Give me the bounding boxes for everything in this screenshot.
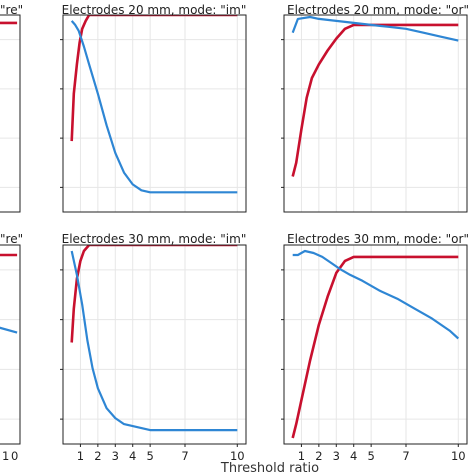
blue-series-line [70, 20, 238, 194]
x-tick-label: 10 [230, 449, 245, 463]
x-tick-label: 3 [333, 449, 340, 463]
panel-or-20mm: Electrodes 20 mm, mode: "or" [281, 3, 469, 213]
panel-title: Electrodes 20 mm, mode: "or" [287, 3, 469, 17]
axes-frame [0, 244, 21, 445]
x-tick-label: 1 [77, 449, 84, 463]
panel-im-30mm: Electrodes 30 mm, mode: "im" 1 2 3 4 5 7 10 [60, 232, 247, 463]
x-tick-label: 5 [146, 449, 153, 463]
x-tick-label: 2 [94, 449, 101, 463]
x-tick-label: 5 [367, 449, 374, 463]
grid [0, 269, 20, 420]
x-tick-label: 4 [129, 449, 136, 463]
red-series-line [291, 255, 459, 439]
grid [284, 245, 467, 444]
panel-or-30mm: Electrodes 30 mm, mode: "or" 1 2 3 4 5 7 10 [281, 232, 469, 463]
axes-frame [0, 14, 21, 213]
x-tick-label: 7 [181, 449, 188, 463]
panel-title: "re" [0, 232, 23, 246]
x-tick-label: 7 [402, 449, 409, 463]
red-series-line [70, 15, 238, 142]
x-axis-label: Threshold ratio [220, 461, 319, 474]
panel-title: Electrodes 30 mm, mode: "or" [287, 232, 469, 246]
axes-frame [62, 14, 247, 213]
panel-title: Electrodes 30 mm, mode: "im" [62, 232, 247, 246]
grid [63, 245, 246, 444]
axes-frame [62, 244, 247, 445]
grid [63, 15, 246, 212]
x-tick-label: 2 [315, 449, 322, 463]
red-series-line [291, 23, 459, 177]
panel-re-30mm: "re" 1 0 [0, 232, 23, 463]
x-tick-label: 0 [11, 449, 18, 463]
blue-series-line [292, 249, 460, 340]
panel-re-20mm: "re" [0, 3, 23, 213]
blue-series-line [70, 250, 238, 432]
x-tick-label: 10 [451, 449, 466, 463]
blue-series-line [0, 326, 18, 334]
x-tick-label: 4 [350, 449, 357, 463]
panel-title: Electrodes 20 mm, mode: "im" [62, 3, 247, 17]
x-tick-label: 1 [298, 449, 305, 463]
grid [0, 39, 20, 188]
blue-series-line [291, 15, 459, 42]
axes-frame [283, 244, 468, 445]
x-tick-label: 1 [2, 449, 9, 463]
red-series-line [70, 245, 238, 343]
panel-im-20mm: Electrodes 20 mm, mode: "im" [60, 3, 247, 213]
grid [284, 15, 467, 212]
axes-frame [283, 14, 468, 213]
x-tick-label: 3 [112, 449, 119, 463]
panel-title: "re" [0, 3, 23, 17]
